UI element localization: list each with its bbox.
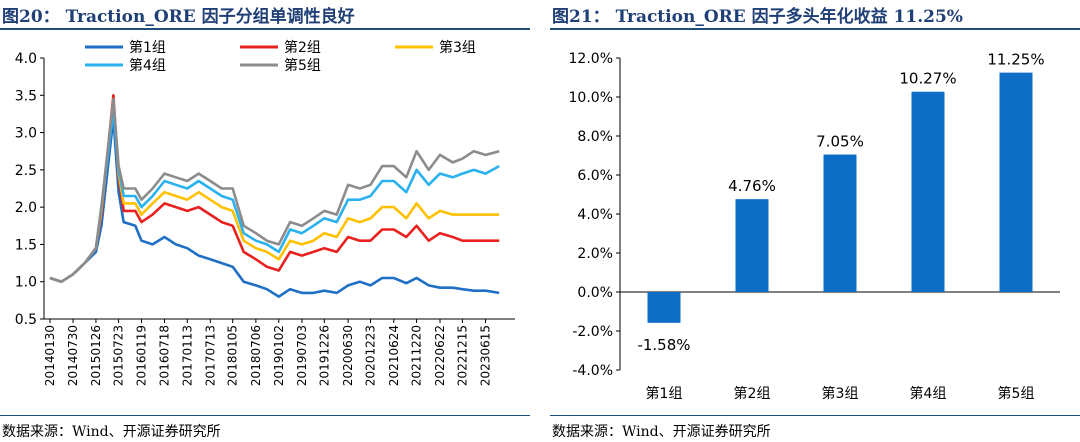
x-category-label-2: 第2组 <box>734 385 771 402</box>
y-tick-label: 2.0 <box>15 200 37 216</box>
x-tick-label: 20180706 <box>249 325 263 386</box>
bar-chart: -4.0% -2.0% 0.0% 2.0% 4.0% 6.0% 8.0% 10.0% 12.0%… <box>569 51 1060 402</box>
x-tick-label: 20160119 <box>134 325 148 386</box>
y-tick-label: 2.5 <box>15 163 37 179</box>
x-tick-label: 20201223 <box>364 325 378 386</box>
x-tick-label: 20170713 <box>203 325 217 386</box>
x-tick-label: 20190703 <box>295 325 309 386</box>
x-category-label-4: 第4组 <box>910 385 947 402</box>
y-tick-label: 1.5 <box>15 237 37 253</box>
x-tick-label: 20191226 <box>317 325 331 386</box>
bar-5 <box>999 72 1033 292</box>
line-chart-title: 图20： Traction_ORE 因子分组单调性良好 <box>2 7 355 27</box>
line-chart-title-bar: 图20： Traction_ORE 因子分组单调性良好 <box>0 0 530 30</box>
x-tick-label: 20190102 <box>272 325 286 386</box>
bar-3 <box>823 154 857 292</box>
line-chart-source: 数据来源：Wind、开源证券研究所 <box>2 424 221 440</box>
bar-chart-title: 图21： Traction_ORE 因子多头年化收益 11.25% <box>552 7 963 27</box>
x-category-label-3: 第3组 <box>822 385 859 402</box>
y-tick-label: 4.0 <box>15 51 37 67</box>
x-tick-label: 20140130 <box>43 325 57 386</box>
bar-chart-title-bar: 图21： Traction_ORE 因子多头年化收益 11.25% <box>550 0 1080 30</box>
x-tick-label: 20150126 <box>89 325 103 386</box>
y-tick-label: 4.0% <box>577 207 613 223</box>
legend-label-5: 第5组 <box>284 57 321 74</box>
y-tick-label: 10.0% <box>569 90 613 106</box>
bar-1 <box>647 292 681 323</box>
bar-value-label-3: 7.05% <box>816 133 864 151</box>
line-chart: 0.5 1.0 1.5 2.0 2.5 3.0 3.5 4.0 20140130 20140730… <box>15 39 515 386</box>
bar-value-label-5: 11.25% <box>987 51 1044 69</box>
legend-label-1: 第1组 <box>129 39 166 56</box>
line-chart-source-bar: 数据来源：Wind、开源证券研究所 <box>0 415 530 442</box>
bar-value-label-1: -1.58% <box>637 336 690 354</box>
y-tick-label: 3.5 <box>15 88 37 104</box>
x-category-label-5: 第5组 <box>998 385 1035 402</box>
x-tick-label: 20160718 <box>158 325 172 386</box>
bar-chart-source-bar: 数据来源：Wind、开源证券研究所 <box>550 415 1080 442</box>
x-tick-label: 20150723 <box>112 325 126 386</box>
bar-2 <box>735 199 769 292</box>
y-tick-label: 2.0% <box>577 246 613 262</box>
x-tick-label: 20210624 <box>387 325 401 386</box>
x-tick-label: 20140730 <box>66 325 80 386</box>
legend-label-4: 第4组 <box>129 57 166 74</box>
x-category-label-1: 第1组 <box>646 385 683 402</box>
bar-chart-source: 数据来源：Wind、开源证券研究所 <box>552 424 771 440</box>
y-tick-label: 12.0% <box>569 51 613 67</box>
x-tick-label: 20211220 <box>410 325 424 386</box>
x-tick-label: 20170113 <box>180 325 194 386</box>
bar-value-label-4: 10.27% <box>899 70 956 88</box>
legend-label-3: 第3组 <box>439 39 476 56</box>
x-tick-label: 20180105 <box>226 325 240 386</box>
bar-value-label-2: 4.76% <box>728 177 776 195</box>
y-tick-label: 0.5 <box>15 312 37 328</box>
y-tick-label: -4.0% <box>572 363 613 379</box>
y-tick-label: 0.0% <box>577 285 613 301</box>
x-tick-label: 20200630 <box>341 325 355 386</box>
y-tick-label: -2.0% <box>572 324 613 340</box>
line-chart-panel: 图20： Traction_ORE 因子分组单调性良好 0.5 1.0 1.5 2.0… <box>0 0 530 442</box>
y-tick-label: 1.0 <box>15 275 37 291</box>
y-tick-label: 8.0% <box>577 129 613 145</box>
series-line-5 <box>49 97 500 283</box>
x-tick-label: 20230615 <box>479 325 493 386</box>
x-tick-label: 20220622 <box>433 325 447 386</box>
y-tick-label: 3.0 <box>15 126 37 142</box>
bar-chart-panel: 图21： Traction_ORE 因子多头年化收益 11.25% -4.0% -… <box>550 0 1080 442</box>
x-tick-label: 20221215 <box>455 325 469 386</box>
legend-label-2: 第2组 <box>284 39 321 56</box>
y-tick-label: 6.0% <box>577 168 613 184</box>
bar-4 <box>911 91 945 292</box>
